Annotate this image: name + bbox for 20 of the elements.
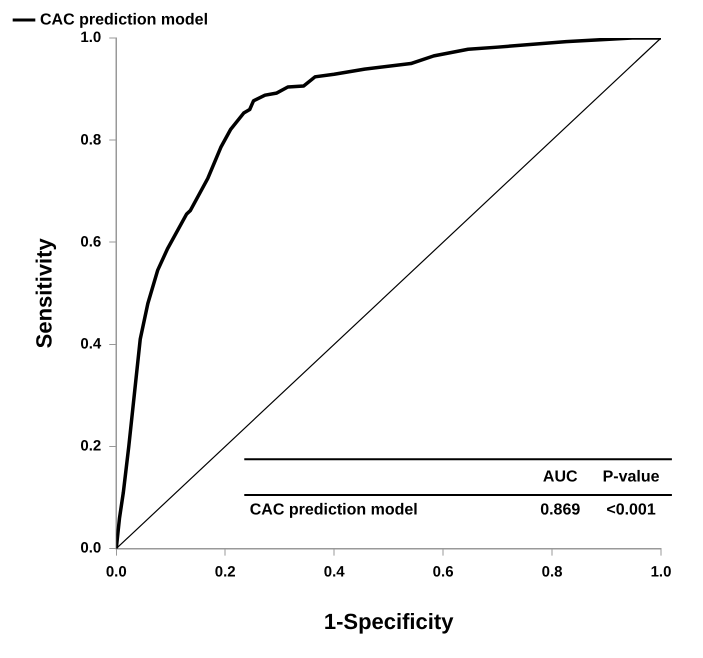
y-tick-label: 1.0 bbox=[80, 29, 102, 46]
annotation: <0.001 bbox=[606, 502, 656, 519]
x-tick-label: 0.6 bbox=[432, 564, 454, 581]
x-tick-label: 0.2 bbox=[214, 564, 236, 581]
annotation: 0.869 bbox=[540, 502, 580, 519]
x-axis-title: 1-Specificity bbox=[324, 608, 454, 634]
legend-label: CAC prediction model bbox=[40, 11, 208, 28]
x-tick-label: 0.0 bbox=[106, 564, 127, 581]
y-tick-label: 0.8 bbox=[80, 131, 102, 148]
y-tick-label: 0.2 bbox=[80, 438, 102, 455]
annotation: AUC bbox=[542, 468, 578, 486]
y-tick-label: 0.4 bbox=[80, 336, 102, 352]
annotation: P-value bbox=[602, 468, 660, 486]
y-axis-title: Sensitivity bbox=[31, 238, 56, 348]
annotation: CAC prediction model bbox=[250, 502, 418, 519]
y-tick-label: 0.0 bbox=[80, 540, 102, 557]
x-tick-label: 0.8 bbox=[542, 564, 562, 581]
x-tick-label: 0.4 bbox=[324, 564, 346, 581]
y-tick-label: 0.6 bbox=[80, 233, 102, 250]
x-tick-label: 1.0 bbox=[650, 564, 672, 581]
